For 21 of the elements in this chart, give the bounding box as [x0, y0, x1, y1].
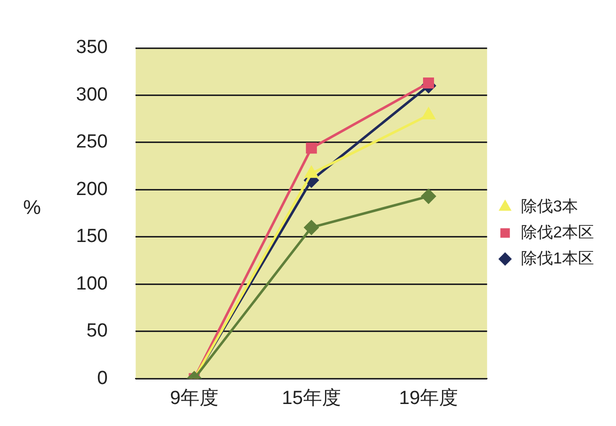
y-tick-label: 250	[76, 132, 108, 153]
y-tick-label: 100	[76, 273, 108, 294]
x-tick-label: 15年度	[282, 387, 341, 410]
point	[304, 220, 319, 235]
y-tick-label: 150	[76, 226, 108, 248]
y-tick-label: 300	[76, 84, 108, 106]
y-axis-title: %	[23, 196, 42, 219]
point	[304, 166, 318, 178]
x-tick-label: 9年度	[170, 387, 219, 410]
point	[306, 142, 317, 154]
legend-label: 除伐2本区	[521, 223, 594, 242]
legend-label: 除伐3本	[521, 197, 578, 216]
legend-label: 除伐1本区	[521, 249, 594, 268]
y-tick-label: 350	[76, 37, 108, 58]
point	[421, 189, 436, 204]
point	[423, 77, 434, 88]
y-tick-label: 200	[76, 178, 108, 200]
y-tick-label: 0	[97, 368, 108, 389]
x-tick-label: 19年度	[398, 387, 458, 410]
y-tick-label: 50	[86, 320, 108, 342]
point	[422, 108, 435, 120]
